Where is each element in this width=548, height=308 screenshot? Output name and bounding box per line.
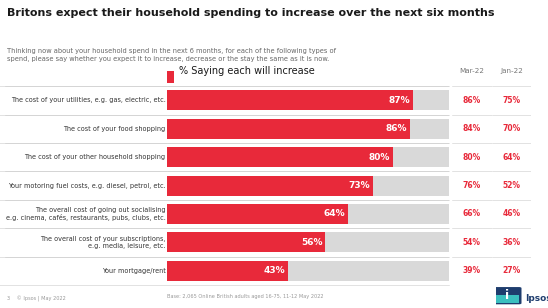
Bar: [167, 119, 449, 139]
Text: 46%: 46%: [502, 209, 521, 218]
Text: Ipsos: Ipsos: [525, 294, 548, 303]
Text: 70%: 70%: [502, 124, 521, 133]
Text: 64%: 64%: [323, 209, 345, 218]
Text: The cost of your other household shopping: The cost of your other household shoppin…: [25, 154, 165, 160]
Text: The overall cost of going out socialising
e.g. cinema, cafés, restaurants, pubs,: The overall cost of going out socialisin…: [5, 207, 165, 221]
Text: Thinking now about your household spend in the next 6 months, for each of the fo: Thinking now about your household spend …: [7, 48, 336, 62]
Text: 43%: 43%: [264, 266, 286, 275]
Bar: [167, 147, 393, 167]
Text: 86%: 86%: [463, 96, 481, 105]
Bar: [167, 204, 449, 224]
Text: 3    © Ipsos | May 2022: 3 © Ipsos | May 2022: [7, 296, 66, 302]
Text: 39%: 39%: [463, 266, 481, 275]
Text: Base: 2,065 Online British adults aged 16-75, 11-12 May 2022: Base: 2,065 Online British adults aged 1…: [167, 294, 324, 299]
Bar: [167, 233, 325, 252]
Text: Britons expect their household spending to increase over the next six months: Britons expect their household spending …: [7, 8, 495, 18]
Bar: [167, 91, 449, 110]
Text: 80%: 80%: [369, 153, 390, 162]
Text: The overall cost of your subscriptions,
e.g. media, leisure, etc.: The overall cost of your subscriptions, …: [40, 236, 165, 249]
Text: Your motoring fuel costs, e.g. diesel, petrol, etc.: Your motoring fuel costs, e.g. diesel, p…: [8, 183, 165, 188]
FancyBboxPatch shape: [494, 287, 522, 304]
Text: 66%: 66%: [463, 209, 481, 218]
Bar: [167, 261, 288, 281]
Bar: [167, 147, 449, 167]
Text: The cost of your food shopping: The cost of your food shopping: [63, 126, 165, 132]
Bar: [167, 233, 449, 252]
Text: 36%: 36%: [502, 238, 521, 247]
Bar: [167, 176, 449, 196]
Text: The cost of your utilities, e.g. gas, electric, etc.: The cost of your utilities, e.g. gas, el…: [10, 97, 165, 103]
Text: 87%: 87%: [388, 96, 410, 105]
Bar: [167, 176, 373, 196]
Text: 80%: 80%: [463, 153, 481, 162]
Text: Your mortgage/rent: Your mortgage/rent: [101, 268, 165, 274]
FancyBboxPatch shape: [496, 295, 519, 303]
Bar: [167, 91, 413, 110]
Text: 52%: 52%: [503, 181, 520, 190]
Text: 54%: 54%: [463, 238, 481, 247]
Text: 73%: 73%: [349, 181, 370, 190]
Bar: [167, 261, 449, 281]
Bar: [167, 204, 348, 224]
Text: 86%: 86%: [386, 124, 407, 133]
Text: 76%: 76%: [463, 181, 481, 190]
Text: 64%: 64%: [502, 153, 521, 162]
Text: 56%: 56%: [301, 238, 322, 247]
Bar: [167, 119, 410, 139]
Text: 84%: 84%: [463, 124, 481, 133]
Text: i: i: [505, 289, 510, 302]
Text: Jan-22: Jan-22: [500, 68, 523, 74]
Text: % Saying each will increase: % Saying each will increase: [179, 66, 315, 76]
Text: Mar-22: Mar-22: [459, 68, 484, 74]
Text: 75%: 75%: [502, 96, 521, 105]
Text: 27%: 27%: [502, 266, 521, 275]
